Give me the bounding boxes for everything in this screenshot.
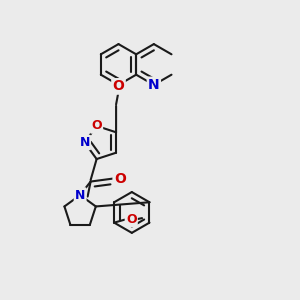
Text: O: O — [112, 80, 124, 93]
Text: O: O — [91, 119, 102, 133]
Text: O: O — [114, 172, 126, 185]
Text: N: N — [75, 188, 85, 202]
Text: O: O — [126, 213, 136, 226]
Text: N: N — [148, 78, 160, 92]
Text: N: N — [80, 136, 90, 149]
